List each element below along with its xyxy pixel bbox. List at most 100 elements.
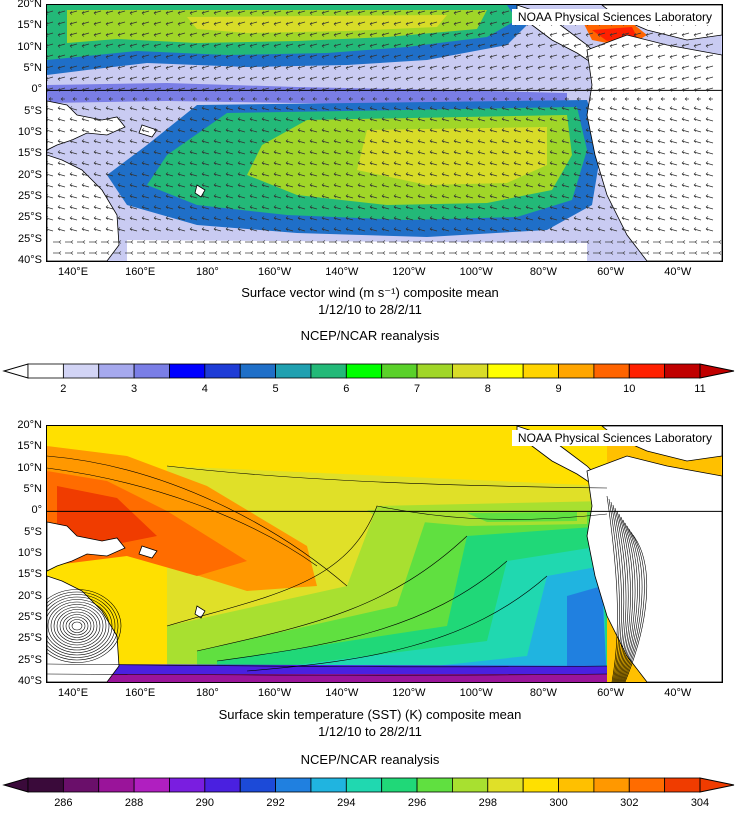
wind-arrow (249, 10, 258, 14)
colorbar-arrow-right (699, 363, 735, 379)
wind-arrow (141, 87, 150, 91)
colorbar-tick-label: 286 (54, 797, 72, 809)
wind-arrow (561, 173, 570, 177)
wind-arrow (453, 206, 462, 210)
wind-arrow-head (69, 183, 73, 187)
wind-arrow (609, 140, 618, 144)
wind-arrow-head (213, 161, 217, 165)
wind-arrow-head (574, 251, 578, 255)
wind-arrow (369, 65, 378, 69)
wind-arrow-head (69, 172, 73, 176)
wind-arrow (465, 32, 474, 36)
wind-arrow-head (177, 183, 181, 187)
wind-arrow-head (141, 128, 145, 132)
wind-arrow (357, 206, 366, 210)
wind-arrow-head (153, 117, 157, 121)
wind-arrow (225, 129, 234, 133)
wind-arrow-head (237, 22, 241, 26)
wind-arrow (213, 184, 222, 188)
lon-label: 140°W (325, 687, 359, 699)
wind-arrow (225, 206, 234, 210)
wind-arrow (333, 217, 342, 221)
wind-arrow-head (705, 55, 709, 59)
wind-arrow (117, 76, 126, 80)
wind-arrow-head (285, 66, 289, 70)
wind-arrow-head (597, 216, 601, 220)
wind-arrow-head (249, 216, 253, 220)
wind-arrow-head (381, 55, 385, 59)
contour-line (246, 575, 548, 672)
wind-arrow (285, 21, 294, 25)
wind-arrow-head (441, 106, 445, 110)
wind-arrow-head (81, 139, 85, 143)
wind-arrow-head (321, 161, 325, 165)
wind-arrow-head (585, 88, 589, 92)
wind-arrow-head (225, 194, 229, 198)
wind-arrow-head (552, 97, 556, 101)
wind-arrow-head (105, 128, 109, 132)
wind-arrow (297, 206, 306, 210)
wind-arrow-head (153, 11, 157, 15)
wind-arrow (129, 217, 138, 221)
wind-arrow (525, 118, 534, 122)
wind-arrow-head (153, 194, 157, 198)
wind-arrow-head (190, 251, 194, 255)
wind-arrow-head (477, 150, 481, 154)
wind-arrow (537, 195, 546, 199)
wind-arrow-head (393, 77, 397, 81)
lon-label: 80°W (529, 687, 557, 699)
wind-arrow-head (225, 22, 229, 26)
wind-arrow (681, 118, 690, 122)
wind-panel: NOAA Physical Sciences Laboratory 20°N 15… (2, 0, 735, 395)
wind-arrow (297, 129, 306, 133)
wind-arrow-head (501, 55, 505, 59)
wind-arrow-head (345, 44, 349, 48)
wind-arrow-head (478, 240, 482, 244)
wind-arrow (81, 217, 90, 221)
sst-band (47, 674, 607, 682)
wind-arrow (489, 76, 498, 80)
wind-arrow-head (681, 183, 685, 187)
wind-arrow-head (549, 77, 553, 81)
land-contour (50, 604, 104, 648)
wind-arrow-head (369, 172, 373, 176)
wind-arrow-head (441, 150, 445, 154)
wind-arrow (393, 129, 402, 133)
wind-arrow-head (201, 11, 205, 15)
wind-arrow (657, 54, 666, 58)
wind-arrow-head (47, 150, 49, 154)
wind-arrow (501, 162, 510, 166)
land-contour (68, 619, 86, 633)
wind-arrow (705, 87, 714, 91)
wind-arrow (657, 162, 666, 166)
wind-arrow-head (213, 33, 217, 37)
wind-arrow-head (261, 216, 265, 220)
wind-arrow-head (405, 66, 409, 70)
wind-arrow-head (357, 22, 361, 26)
wind-arrow-head (693, 77, 697, 81)
wind-arrow (381, 217, 390, 221)
wind-arrow-head (381, 11, 385, 15)
wind-arrow-head (708, 97, 712, 101)
wind-arrow (573, 184, 582, 188)
wind-arrow-head (501, 77, 505, 81)
wind-arrow (501, 195, 510, 199)
wind-arrow-head (321, 172, 325, 176)
wind-arrow (213, 151, 222, 155)
wind-arrow-head (381, 33, 385, 37)
wind-arrow (633, 107, 642, 111)
wind-arrow-head (513, 194, 517, 198)
wind-arrow (213, 87, 222, 91)
wind-arrow-head (513, 183, 517, 187)
wind-arrow-head (285, 128, 289, 132)
lat-label: 5°N (23, 62, 42, 74)
wind-arrow (441, 118, 450, 122)
wind-arrow-head (393, 227, 397, 231)
wind-arrow (429, 140, 438, 144)
lon-label: 60°W (597, 687, 625, 699)
wind-arrow (501, 140, 510, 144)
wind-arrow (249, 195, 258, 199)
wind-arrow (333, 76, 342, 80)
wind-arrow-head (573, 172, 577, 176)
wind-arrow (57, 76, 66, 80)
